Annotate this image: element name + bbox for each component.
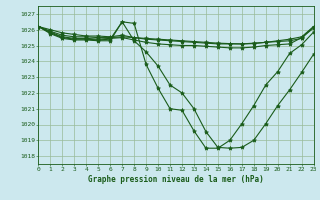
X-axis label: Graphe pression niveau de la mer (hPa): Graphe pression niveau de la mer (hPa) <box>88 175 264 184</box>
